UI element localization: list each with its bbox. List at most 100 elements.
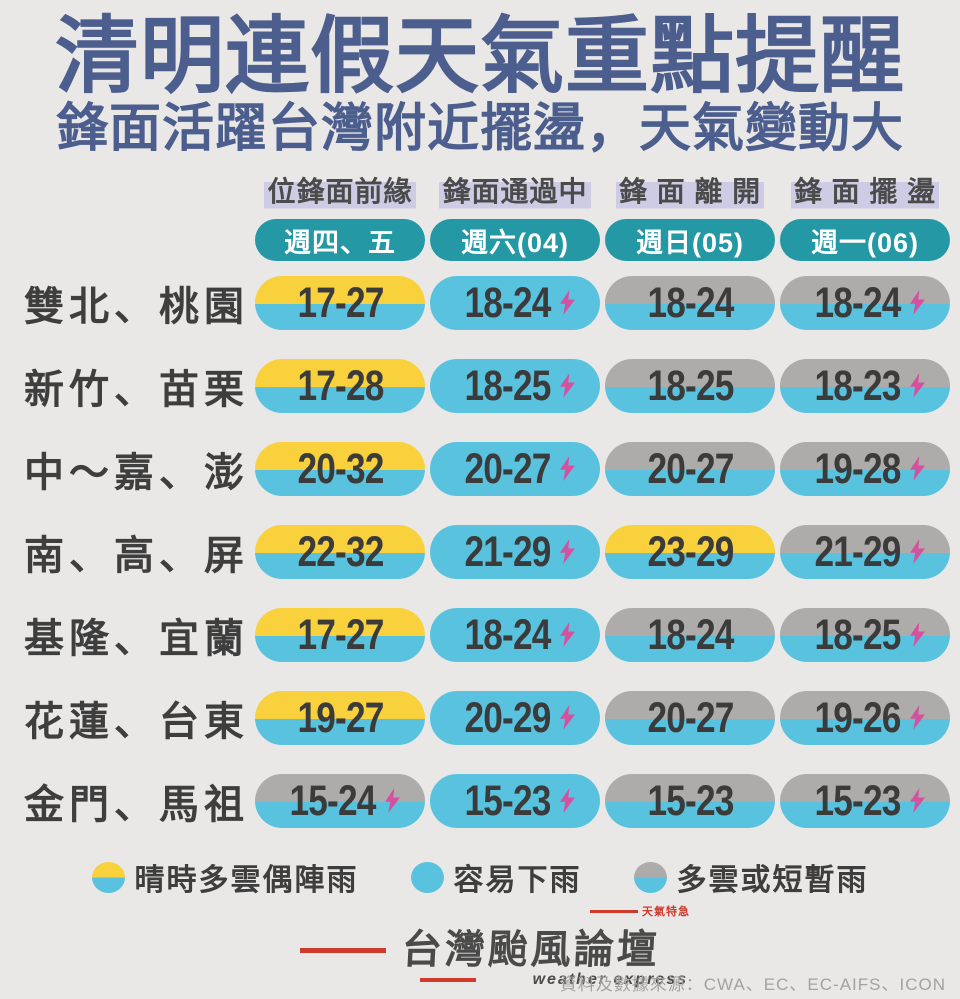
temp-range: 20-27 [646,444,734,493]
temp-range: 18-24 [813,278,901,327]
logo-tagline-dash-icon [590,909,638,913]
temp-range: 18-25 [463,361,551,410]
temp-range: 20-32 [296,444,384,493]
forecast-rows: 雙北、桃園 17-27 18-24 18-24 18-24 新竹、苗栗 17-28 18-25… [0,274,960,830]
temp-range: 18-24 [646,610,734,659]
day-header-row: 週四、五 週六(04) 週日(05) 週一(06) [10,219,950,262]
forecast-row: 中～嘉、澎 20-32 20-27 20-27 19-28 [10,440,950,498]
legend-item: 容易下雨 [410,855,582,899]
footer: 天氣特急 台灣颱風論壇 weather express 資料及數據來源：CWA、… [0,906,960,999]
logo-title: 台灣颱風論壇 [400,928,661,973]
forecast-pill: 18-25 [605,359,775,414]
forecast-pill: 18-23 [780,359,950,414]
lightning-icon [910,704,926,730]
forecast-row: 金門、馬祖 15-24 15-23 15-23 15-23 [10,772,950,830]
temp-range: 19-27 [296,693,384,742]
forecast-pill: 23-29 [605,525,775,580]
legend: 晴時多雲偶陣雨 容易下雨 多雲或短暫雨 [0,855,960,899]
region-label: 南、高、屏 [24,534,249,579]
lightning-icon [560,787,576,813]
logo-tagline: 天氣特急 [642,906,690,919]
front-phase-label: 鋒面通過中 [430,170,600,211]
forecast-pill: 19-27 [255,691,425,746]
forecast-row: 新竹、苗栗 17-28 18-25 18-25 18-23 [10,357,950,415]
logo-dash-icon [300,947,386,953]
day-header-pill: 週一(06) [780,219,950,262]
temp-range: 18-24 [463,610,551,659]
lightning-icon [560,621,576,647]
forecast-pill: 20-27 [430,442,600,497]
phase-header-row: 位鋒面前緣 鋒面通過中鋒 面 離 開鋒 面 擺 盪 [10,170,950,211]
temp-range: 20-27 [463,444,551,493]
front-phase-label-text: 位鋒面前緣 [264,170,416,211]
temp-range: 18-24 [463,278,551,327]
front-phase-label-text: 鋒 面 離 開 [615,170,765,211]
lightning-icon [560,455,576,481]
forecast-pill: 15-23 [430,774,600,829]
forecast-row: 基隆、宜蘭 17-27 18-24 18-24 18-25 [10,606,950,664]
legend-item: 晴時多雲偶陣雨 [91,855,359,899]
legend-label: 容易下雨 [453,864,582,898]
forecast-pill: 17-28 [255,359,425,414]
forecast-pill: 17-27 [255,608,425,663]
region-label: 中～嘉、澎 [24,451,249,496]
lightning-icon [910,455,926,481]
temp-range: 20-27 [646,693,734,742]
lightning-icon [385,787,401,813]
lightning-icon [910,621,926,647]
forecast-pill: 18-24 [780,276,950,331]
forecast-pill: 18-24 [605,276,775,331]
day-header-pill: 週四、五 [255,219,425,262]
lightning-icon [560,372,576,398]
temp-range: 19-26 [813,693,901,742]
region-label: 基隆、宜蘭 [24,617,249,662]
legend-swatch-cloud-icon [633,861,667,893]
forecast-row: 雙北、桃園 17-27 18-24 18-24 18-24 [10,274,950,332]
forecast-pill: 15-23 [605,774,775,829]
day-header-pill: 週六(04) [430,219,600,262]
forecast-pill: 20-27 [605,691,775,746]
weather-infographic: 清明連假天氣重點提醒 鋒面活躍台灣附近擺盪，天氣變動大 位鋒面前緣 鋒面通過中鋒 … [0,11,960,994]
weather-express-logo: 天氣特急 台灣颱風論壇 weather express [0,906,960,988]
region-label: 新竹、苗栗 [24,368,249,413]
forecast-pill: 20-27 [605,442,775,497]
temp-range: 17-28 [296,361,384,410]
temp-range: 18-24 [646,278,734,327]
forecast-pill: 18-24 [605,608,775,663]
region-label: 花蓮、台東 [24,700,249,745]
temp-range: 22-32 [296,527,384,576]
temp-range: 18-25 [646,361,734,410]
front-phase-label: 位鋒面前緣 [255,170,425,211]
lightning-icon [560,289,576,315]
forecast-pill: 19-26 [780,691,950,746]
forecast-pill: 15-24 [255,774,425,829]
lightning-icon [910,289,926,315]
temp-range: 21-29 [463,527,551,576]
temp-range: 18-25 [813,610,901,659]
lightning-icon [910,787,926,813]
front-phase-label: 鋒 面 擺 盪 [780,170,950,211]
forecast-pill: 21-29 [780,525,950,580]
temp-range: 15-23 [646,776,734,825]
front-phase-label-text: 鋒 面 擺 盪 [790,170,940,211]
lightning-icon [560,538,576,564]
temp-range: 17-27 [296,610,384,659]
temp-range: 19-28 [813,444,901,493]
region-label: 雙北、桃園 [24,285,249,330]
front-phase-label-text: 鋒面通過中 [439,170,591,211]
temp-range: 23-29 [646,527,734,576]
data-source-note: 資料及數據來源：CWA、EC、EC-AIFS、ICON [559,975,946,995]
forecast-pill: 18-24 [430,608,600,663]
forecast-pill: 18-25 [780,608,950,663]
region-label: 金門、馬祖 [24,783,249,828]
temp-range: 15-23 [463,776,551,825]
temp-range: 21-29 [813,527,901,576]
temp-range: 15-24 [288,776,376,825]
page-subtitle: 鋒面活躍台灣附近擺盪，天氣變動大 [55,100,904,159]
logo-underline-icon [420,978,476,983]
lightning-icon [560,704,576,730]
legend-swatch-rain-icon [410,861,444,893]
forecast-row: 南、高、屏 22-32 21-29 23-29 21-29 [10,523,950,581]
front-phase-label: 鋒 面 離 開 [605,170,775,211]
forecast-row: 花蓮、台東 19-27 20-29 20-27 19-26 [10,689,950,747]
